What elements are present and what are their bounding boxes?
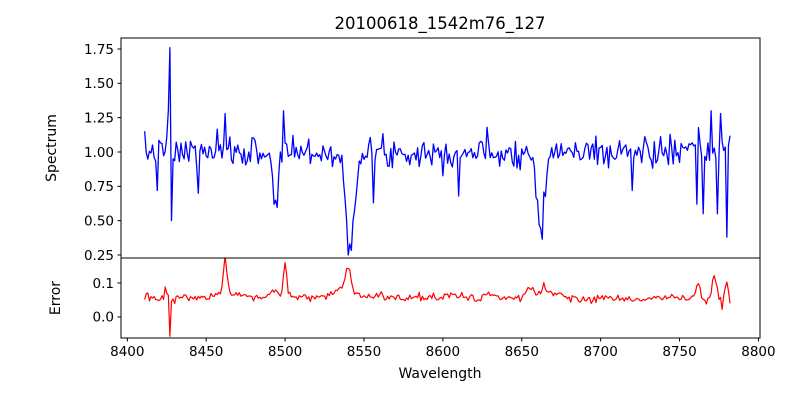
- y-tick-label: 1.25: [84, 110, 114, 126]
- x-tick-label: 8650: [505, 344, 539, 360]
- y-tick-label: 0.25: [84, 248, 114, 264]
- x-tick-label: 8700: [583, 344, 617, 360]
- y-tick-label: 1.00: [84, 145, 114, 161]
- x-tick-label: 8400: [110, 344, 144, 360]
- x-tick-label: 8450: [189, 344, 223, 360]
- error-line: [144, 258, 731, 337]
- x-axis-label: Wavelength: [398, 366, 481, 382]
- y-tick-label: 0.75: [84, 179, 114, 195]
- y-axis-label-spectrum: Spectrum: [44, 114, 60, 182]
- x-tick-label: 8600: [426, 344, 460, 360]
- axes-spine: [120, 37, 761, 259]
- x-tick-label: 8500: [268, 344, 302, 360]
- chart-title: 20100618_1542m76_127: [334, 14, 545, 34]
- spectrum-line: [144, 46, 731, 256]
- error-panel: 0.0 0.1: [93, 257, 761, 339]
- y-tick-label: 0.50: [84, 213, 114, 229]
- axes-spine: [120, 257, 761, 339]
- y-axis-label-error: Error: [48, 281, 64, 315]
- y-tick-label: 1.75: [84, 42, 114, 58]
- x-tick-label: 8750: [662, 344, 696, 360]
- x-tick-label: 8800: [741, 344, 775, 360]
- y-tick-label: 1.50: [84, 76, 114, 92]
- y-tick-label: 0.0: [93, 310, 114, 326]
- plot-area: 0.25 0.50 0.75 1.00 1.25 1.50 1.75 0.0 0.1 8400 84…: [84, 37, 776, 360]
- x-tick-label: 8550: [347, 344, 381, 360]
- spectrum-panel: 0.25 0.50 0.75 1.00 1.25 1.50 1.75: [84, 37, 761, 264]
- y-tick-label: 0.1: [93, 276, 114, 292]
